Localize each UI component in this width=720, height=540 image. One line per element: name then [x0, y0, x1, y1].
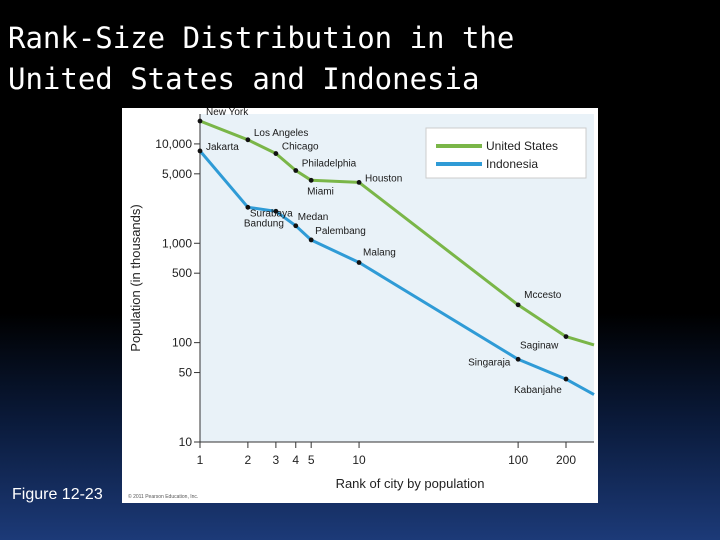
- x-tick-label: 1: [197, 453, 204, 467]
- x-tick-label: 10: [352, 453, 366, 467]
- y-tick-label: 500: [172, 266, 192, 280]
- data-point: [245, 137, 251, 143]
- city-label: Palembang: [315, 226, 366, 237]
- data-point: [356, 179, 362, 185]
- city-label: Mccesto: [524, 290, 562, 301]
- x-tick-label: 200: [556, 453, 576, 467]
- data-point: [197, 118, 203, 124]
- x-axis-title: Rank of city by population: [336, 476, 485, 491]
- legend-label: United States: [486, 139, 558, 153]
- data-point: [515, 356, 521, 362]
- data-point: [293, 168, 299, 173]
- data-point: [273, 208, 279, 214]
- copyright-note: © 2011 Pearson Education, Inc.: [128, 494, 199, 500]
- y-tick-label: 1,000: [162, 236, 192, 250]
- legend-label: Indonesia: [486, 157, 538, 171]
- x-tick-label: 5: [308, 453, 315, 467]
- y-tick-label: 10,000: [155, 137, 192, 151]
- city-label: Malang: [363, 248, 396, 259]
- city-label: Medan: [298, 212, 329, 223]
- data-point: [356, 260, 362, 265]
- y-tick-label: 50: [179, 366, 193, 380]
- city-label: Philadelphia: [302, 159, 357, 170]
- y-tick-label: 5,000: [162, 167, 192, 181]
- data-point: [245, 204, 251, 210]
- data-point: [308, 237, 314, 243]
- figure-label: Figure 12-23: [12, 486, 103, 503]
- legend-box: [425, 127, 587, 179]
- slide-title: Rank-Size Distribution in the United Sta…: [8, 21, 515, 96]
- data-point: [197, 148, 203, 154]
- city-label: Surabaya: [250, 208, 293, 219]
- data-point: [563, 376, 569, 382]
- data-point: [563, 334, 569, 340]
- data-point: [308, 177, 314, 183]
- city-label: Kabanjahe: [514, 385, 562, 396]
- x-tick-label: 2: [245, 453, 252, 467]
- city-label: Singaraja: [468, 357, 511, 368]
- city-label: Miami: [307, 186, 334, 197]
- city-label: Saginaw: [520, 341, 559, 352]
- y-tick-label: 100: [172, 336, 192, 350]
- data-point: [273, 151, 279, 156]
- x-tick-label: 4: [292, 453, 299, 467]
- city-label: Chicago: [282, 142, 319, 153]
- x-tick-label: 100: [508, 453, 528, 467]
- y-tick-label: 10: [179, 435, 193, 449]
- city-label: Los Angeles: [254, 128, 308, 139]
- data-point: [293, 223, 299, 229]
- data-point: [515, 302, 521, 308]
- figure-panel: 10 50 100 500 1,000 5,000 10,000 1 2 3 4 5 10 100 200 R…: [122, 108, 598, 503]
- city-label: Bandung: [244, 218, 284, 229]
- rank-size-chart: 10 50 100 500 1,000 5,000 10,000 1 2 3 4 5 10 100 200 R…: [128, 108, 595, 491]
- x-tick-label: 3: [273, 453, 280, 467]
- city-label: Houston: [365, 173, 402, 184]
- y-axis-title: Population (in thousands): [128, 204, 143, 351]
- city-label: Jakarta: [206, 142, 239, 153]
- city-label: New York: [206, 108, 249, 118]
